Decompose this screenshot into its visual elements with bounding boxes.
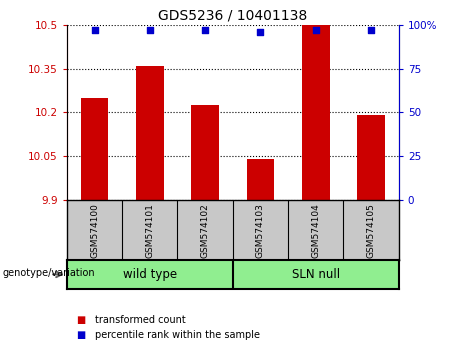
Text: percentile rank within the sample: percentile rank within the sample [95,330,260,339]
Bar [67,260,233,289]
Text: GSM574103: GSM574103 [256,203,265,258]
Text: genotype/variation: genotype/variation [2,268,95,278]
Bar [191,105,219,200]
Bar [302,25,330,200]
Text: ■: ■ [76,330,85,339]
Text: ■: ■ [76,315,85,325]
Bar [247,159,274,200]
Bar [357,115,385,200]
Text: GSM574102: GSM574102 [201,203,210,258]
Title: GDS5236 / 10401138: GDS5236 / 10401138 [158,8,307,22]
Point [367,27,375,33]
Bar [233,260,399,289]
Text: wild type: wild type [123,268,177,281]
Point [146,27,154,33]
Point [201,27,209,33]
Text: GSM574101: GSM574101 [145,203,154,258]
Text: transformed count: transformed count [95,315,185,325]
Bar [136,66,164,200]
Point [312,27,319,33]
Point [257,29,264,35]
Text: SLN null: SLN null [292,268,340,281]
Point [91,27,98,33]
Bar [81,98,108,200]
Text: GSM574105: GSM574105 [366,203,376,258]
Text: GSM574100: GSM574100 [90,203,99,258]
Text: GSM574104: GSM574104 [311,203,320,258]
